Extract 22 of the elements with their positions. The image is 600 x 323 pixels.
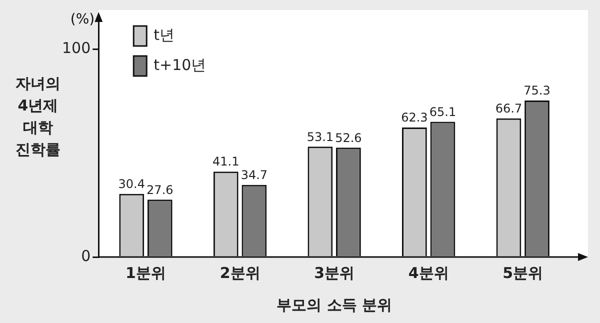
data-label: 30.4	[118, 176, 145, 191]
x-tick-label: 3분위	[314, 264, 355, 282]
data-label: 53.1	[306, 130, 334, 144]
x-axis-title: 부모의 소득 분위	[276, 296, 392, 314]
text: (%)	[70, 12, 95, 28]
x-tick-label: 1분위	[126, 264, 166, 282]
data-label: 52.6	[335, 130, 362, 145]
x-tick-label: 4분위	[408, 264, 449, 282]
data-label: 34.7	[240, 168, 268, 182]
data-label: 65.1	[429, 104, 456, 119]
data-label: 75.3	[524, 84, 550, 98]
y-tick-label: 0	[81, 246, 91, 265]
data-label: 62.3	[401, 110, 428, 125]
x-tick-label: 5분위	[502, 264, 544, 282]
y-tick-label: 100	[62, 39, 91, 58]
legend-label: t+10년	[154, 56, 206, 74]
y-axis-title: 자녀의 4년제 대학 진학률	[16, 74, 60, 158]
legend-label: t년	[154, 26, 175, 44]
data-label: 41.1	[212, 154, 240, 169]
x-tick-label: 2분위	[220, 264, 260, 282]
data-label: 27.6	[146, 182, 174, 197]
data-label: 66.7	[495, 102, 522, 116]
